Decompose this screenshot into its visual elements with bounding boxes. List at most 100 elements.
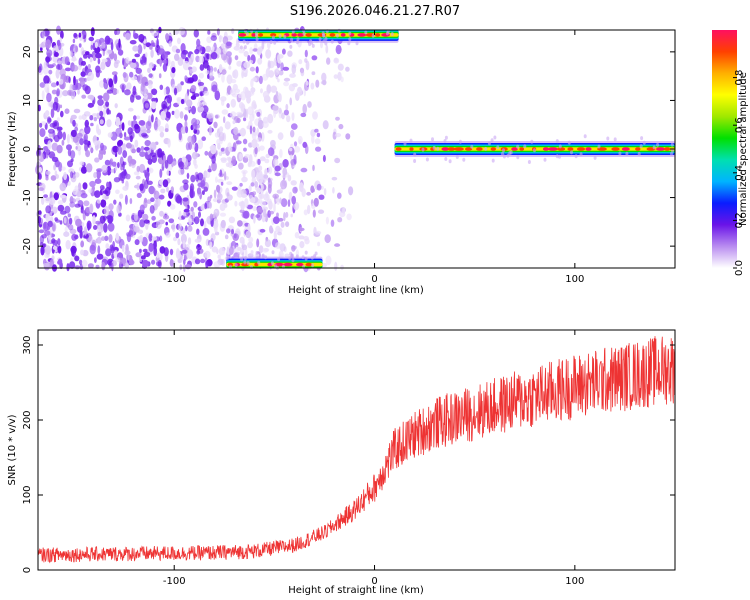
spectrogram-noise-blob bbox=[241, 176, 248, 183]
spectrogram-noise-blob bbox=[115, 257, 121, 262]
spectrogram-band-halo bbox=[347, 41, 351, 46]
spectrogram-noise-blob bbox=[107, 49, 112, 54]
spectrogram-noise-blob bbox=[186, 172, 190, 179]
spectrogram-noise-blob bbox=[257, 119, 264, 130]
spectrogram-noise-blob bbox=[337, 217, 343, 223]
spectrogram-noise-blob bbox=[120, 166, 124, 171]
spectrogram-noise-blob bbox=[197, 182, 205, 188]
spectrogram-noise-blob bbox=[83, 133, 88, 142]
spectrogram-band-hotspot bbox=[375, 33, 381, 37]
spectrogram-noise-blob bbox=[168, 40, 172, 47]
spectrogram-noise-blob bbox=[139, 234, 144, 243]
spectrogram-noise-blob bbox=[133, 226, 140, 233]
spectrogram-noise-blob bbox=[205, 261, 209, 269]
spectrogram-noise-blob bbox=[243, 117, 247, 122]
spectrogram-band-halo bbox=[234, 263, 238, 268]
spectrogram-noise-blob bbox=[45, 56, 51, 63]
spectrogram-noise-blob bbox=[267, 166, 273, 175]
spectrogram-noise-blob bbox=[121, 122, 125, 131]
snr-y-tick-label: 200 bbox=[22, 410, 33, 429]
spectrogram-noise-blob bbox=[80, 209, 86, 214]
spectrogram-band-halo bbox=[255, 37, 259, 42]
spectrogram-noise-blob bbox=[276, 212, 279, 218]
spectrogram-noise-blob bbox=[237, 220, 243, 227]
spectrogram-noise-blob bbox=[209, 241, 213, 249]
spectrogram-noise-blob bbox=[233, 69, 239, 79]
spectrogram-noise-blob bbox=[136, 147, 141, 153]
spectrogram-noise-blob bbox=[216, 184, 221, 193]
spectrogram-noise-blob bbox=[175, 48, 181, 54]
spectrogram-noise-blob bbox=[311, 134, 315, 144]
spectrogram-noise-blob bbox=[72, 189, 78, 195]
spectrogram-noise-blob bbox=[177, 223, 183, 232]
spectrogram-noise-blob bbox=[47, 220, 53, 228]
spectrogram-band-hotspot bbox=[283, 262, 293, 267]
spectrogram-noise-blob bbox=[282, 66, 290, 71]
spectrogram-noise-blob bbox=[93, 117, 98, 122]
spectrogram-noise-blob bbox=[140, 145, 145, 152]
spectrogram-noise-blob bbox=[214, 132, 220, 138]
spectrogram-noise-blob bbox=[180, 50, 187, 60]
spectrogram-noise-blob bbox=[164, 128, 169, 133]
spectrogram-noise-blob bbox=[325, 44, 329, 54]
spectrogram-noise-blob bbox=[217, 47, 221, 55]
spectrogram-band-halo bbox=[283, 34, 287, 39]
spectrogram-noise-blob bbox=[191, 118, 198, 127]
spectrogram-noise-blob bbox=[221, 43, 225, 49]
spectrogram-noise-blob bbox=[348, 186, 354, 196]
spectrogram-noise-blob bbox=[263, 193, 270, 201]
spectrogram-noise-blob bbox=[161, 161, 165, 172]
spectrogram-noise-blob bbox=[225, 51, 232, 57]
spectrogram-noise-blob bbox=[135, 67, 142, 74]
spectrogram-noise-blob bbox=[340, 264, 344, 270]
colorbar: 0.0 0.2 0.4 0.6 0.8 Normalized spectral ampl… bbox=[712, 30, 749, 276]
spectrogram-noise-blob bbox=[216, 193, 223, 201]
spectrogram-noise-blob bbox=[114, 165, 118, 172]
spectrogram-noise-blob bbox=[320, 80, 327, 85]
spectrogram-noise-blob bbox=[143, 146, 150, 151]
spectrogram-band-halo bbox=[324, 36, 328, 41]
spectrogram-band-hotspot bbox=[585, 147, 592, 151]
spectrogram-noise-blob bbox=[110, 246, 115, 254]
spectrogram-noise-blob bbox=[57, 204, 65, 212]
spectrogram-noise-blob bbox=[262, 121, 269, 128]
spectrogram-noise-blob bbox=[124, 194, 128, 205]
spectrogram-noise-blob bbox=[215, 176, 218, 183]
spectrogram-noise-blob bbox=[106, 181, 110, 189]
spectrogram-noise-blob bbox=[163, 59, 168, 65]
spectrogram-band-halo bbox=[330, 39, 334, 44]
spectrogram-noise-blob bbox=[94, 46, 101, 54]
spectrogram-noise-blob bbox=[265, 67, 271, 78]
spectrogram-noise-blob bbox=[324, 234, 331, 244]
spectrogram-noise-blob bbox=[238, 49, 245, 54]
spectrogram-noise-blob bbox=[115, 189, 120, 195]
spectrogram-noise-blob bbox=[87, 64, 91, 69]
spectrogram-noise-blob bbox=[332, 131, 337, 140]
spectrogram-noise-blob bbox=[166, 170, 170, 176]
spectrogram-noise-blob bbox=[148, 185, 155, 195]
spectrogram-band-hotspot bbox=[305, 262, 313, 267]
spectrogram-noise-blob bbox=[44, 83, 50, 93]
spectrogram-noise-blob bbox=[46, 116, 52, 124]
spectrogram-noise-blob bbox=[82, 182, 88, 190]
spectrogram-band-halo bbox=[516, 155, 520, 160]
spectrogram-noise-blob bbox=[122, 143, 126, 152]
spectrogram-noise-blob bbox=[258, 117, 262, 123]
spectrogram-noise-blob bbox=[166, 94, 172, 104]
spectrogram-noise-blob bbox=[103, 223, 108, 233]
spectrogram-band-halo bbox=[291, 29, 295, 34]
spectrogram-band-halo bbox=[656, 142, 660, 147]
spectrogram-noise-blob bbox=[87, 71, 94, 81]
spectrogram-noise-blob bbox=[89, 203, 94, 214]
spectrogram-noise-blob bbox=[315, 146, 322, 152]
spectrogram-noise-blob bbox=[96, 199, 102, 204]
spectrogram-noise-blob bbox=[196, 228, 200, 235]
spectrogram-band-halo bbox=[558, 144, 562, 149]
spectrogram-band-halo bbox=[567, 140, 571, 145]
spectrogram-noise-blob bbox=[297, 86, 302, 93]
spectrogram-noise-blob bbox=[72, 55, 76, 62]
spectrogram-noise-blob bbox=[150, 49, 154, 58]
spectrogram-noise-blob bbox=[133, 171, 140, 176]
spectrogram-noise-blob bbox=[52, 224, 56, 232]
spectrogram-noise-blob bbox=[59, 104, 63, 109]
